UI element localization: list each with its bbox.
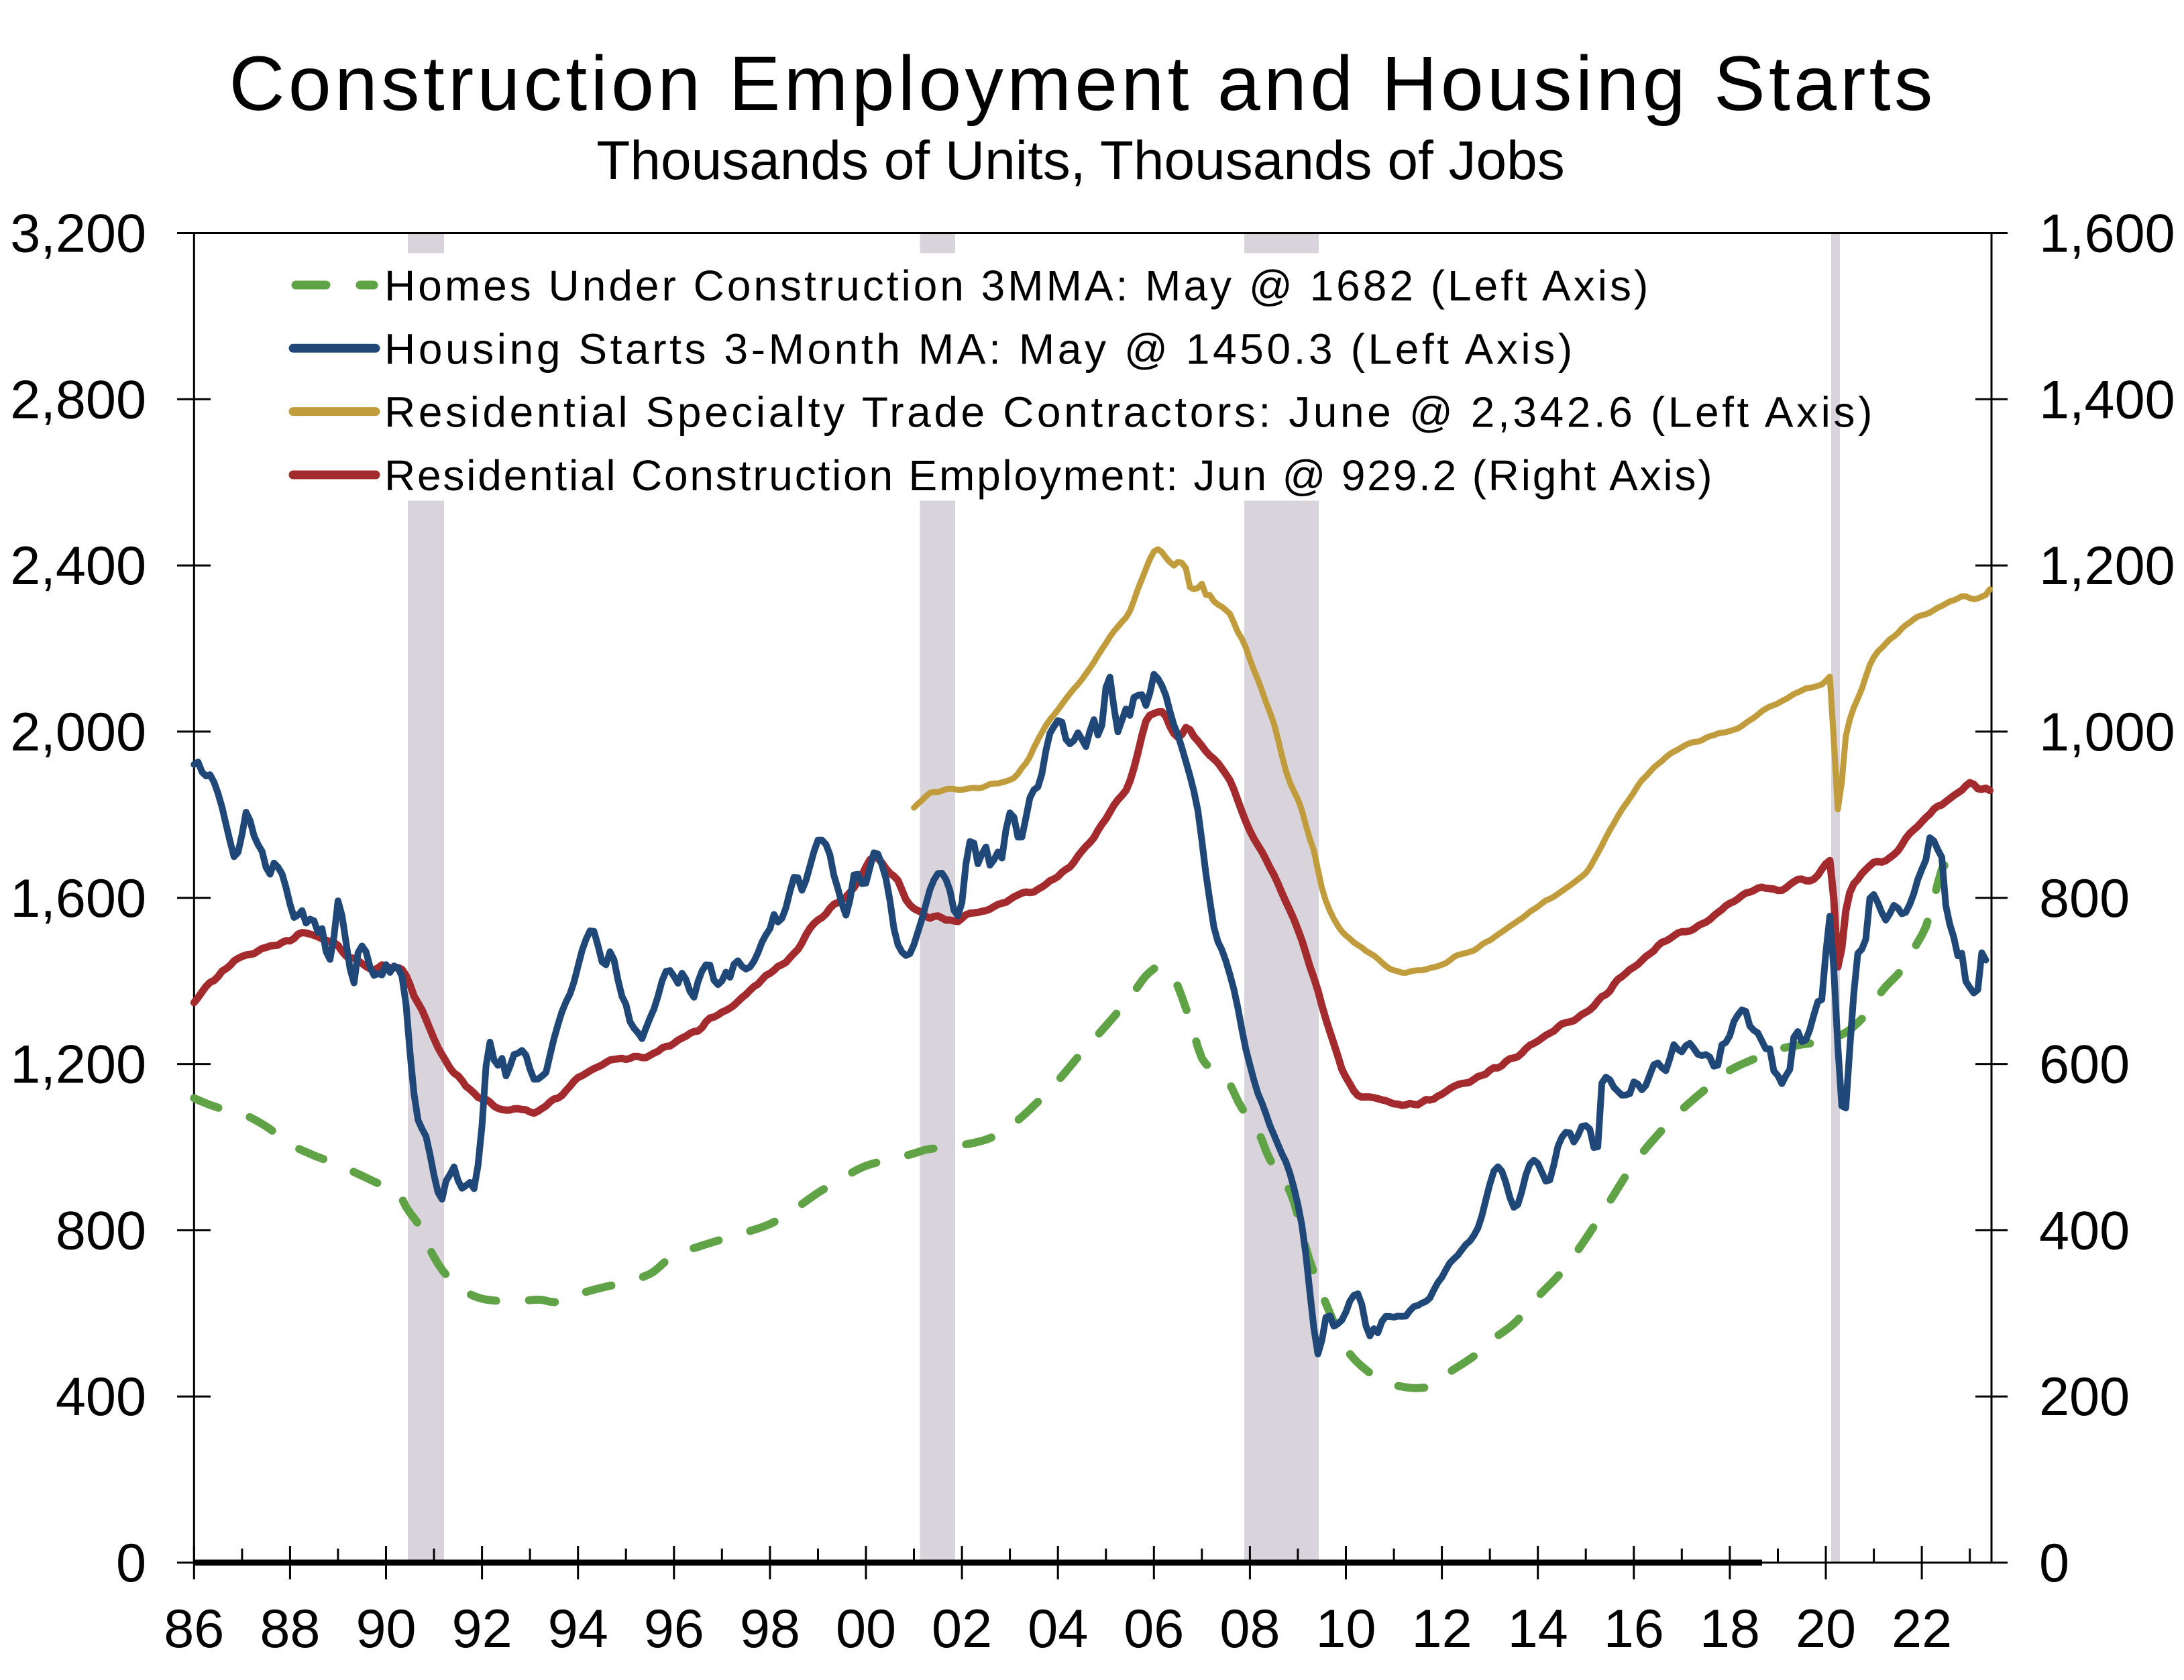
svg-text:200: 200 — [2039, 1367, 2130, 1427]
svg-text:22: 22 — [1892, 1599, 1952, 1659]
svg-text:94: 94 — [548, 1599, 608, 1659]
svg-text:90: 90 — [356, 1599, 416, 1659]
svg-text:92: 92 — [452, 1599, 512, 1659]
svg-text:1,600: 1,600 — [10, 869, 146, 929]
svg-text:800: 800 — [56, 1200, 146, 1261]
svg-text:3,200: 3,200 — [10, 204, 146, 264]
svg-text:Homes Under Construction 3MMA:: Homes Under Construction 3MMA: May @ 168… — [384, 262, 1651, 310]
svg-text:800: 800 — [2039, 869, 2130, 929]
svg-text:Housing Starts 3-Month MA: May: Housing Starts 3-Month MA: May @ 1450.3 … — [384, 325, 1576, 373]
svg-text:10: 10 — [1315, 1599, 1376, 1659]
svg-text:00: 00 — [836, 1599, 896, 1659]
svg-text:400: 400 — [2039, 1200, 2130, 1261]
svg-text:96: 96 — [644, 1599, 704, 1659]
svg-text:1,200: 1,200 — [2039, 536, 2175, 596]
svg-text:2,400: 2,400 — [10, 536, 146, 596]
svg-text:Construction Employment and Ho: Construction Employment and Housing Star… — [229, 41, 1936, 127]
svg-text:400: 400 — [56, 1367, 146, 1427]
svg-text:2,000: 2,000 — [10, 702, 146, 763]
svg-text:14: 14 — [1508, 1599, 1568, 1659]
svg-text:1,600: 1,600 — [2039, 204, 2175, 264]
svg-text:1,000: 1,000 — [2039, 702, 2175, 763]
svg-text:Thousands of Units, Thousands: Thousands of Units, Thousands of Jobs — [596, 130, 1564, 191]
svg-text:88: 88 — [260, 1599, 320, 1659]
svg-text:98: 98 — [740, 1599, 800, 1659]
svg-text:1,200: 1,200 — [10, 1035, 146, 1095]
svg-text:0: 0 — [2039, 1533, 2069, 1593]
svg-text:1,400: 1,400 — [2039, 370, 2175, 430]
svg-text:20: 20 — [1796, 1599, 1856, 1659]
svg-text:08: 08 — [1219, 1599, 1280, 1659]
svg-text:04: 04 — [1028, 1599, 1088, 1659]
svg-text:2,800: 2,800 — [10, 370, 146, 430]
svg-text:600: 600 — [2039, 1035, 2130, 1095]
svg-text:86: 86 — [164, 1599, 224, 1659]
svg-text:06: 06 — [1124, 1599, 1184, 1659]
svg-text:Residential Specialty Trade Co: Residential Specialty Trade Contractors:… — [384, 388, 1875, 437]
svg-text:02: 02 — [932, 1599, 992, 1659]
svg-text:16: 16 — [1604, 1599, 1664, 1659]
svg-text:Residential Construction Emplo: Residential Construction Employment: Jun… — [384, 451, 1714, 500]
svg-text:12: 12 — [1412, 1599, 1472, 1659]
svg-text:18: 18 — [1700, 1599, 1760, 1659]
svg-text:0: 0 — [116, 1533, 146, 1593]
